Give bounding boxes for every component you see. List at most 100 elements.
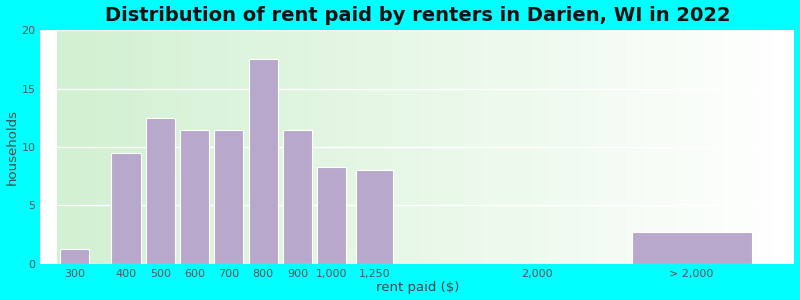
Bar	[40, 194, 794, 197]
Bar	[441, 30, 444, 264]
Bar	[360, 30, 363, 264]
Bar	[40, 130, 794, 132]
Bar	[40, 121, 794, 124]
Bar	[40, 33, 794, 36]
Bar	[79, 30, 83, 264]
Bar	[732, 30, 735, 264]
Bar	[40, 235, 794, 238]
Bar	[319, 30, 322, 264]
Bar	[40, 112, 794, 115]
Bar	[769, 30, 772, 264]
Bar	[603, 30, 606, 264]
Bar	[40, 77, 794, 80]
Bar	[65, 30, 69, 264]
Bar	[201, 30, 205, 264]
Bar	[698, 30, 702, 264]
Bar	[142, 30, 146, 264]
Bar	[40, 179, 794, 182]
Bar	[338, 30, 341, 264]
Bar	[378, 30, 382, 264]
Bar	[40, 127, 794, 130]
X-axis label: rent paid ($): rent paid ($)	[376, 281, 459, 294]
Bar	[194, 30, 198, 264]
Bar	[209, 30, 212, 264]
Bar	[430, 30, 434, 264]
Bar	[308, 30, 312, 264]
Bar	[72, 30, 76, 264]
Bar	[242, 30, 246, 264]
Bar	[102, 30, 106, 264]
Bar	[669, 30, 673, 264]
Bar	[278, 30, 282, 264]
Bar	[341, 30, 345, 264]
Bar	[40, 188, 794, 191]
Bar	[526, 30, 529, 264]
Bar	[632, 232, 751, 264]
Bar	[40, 191, 794, 194]
Bar	[614, 30, 618, 264]
Bar	[40, 150, 794, 153]
Bar	[317, 167, 346, 264]
Bar	[459, 30, 463, 264]
Bar	[179, 30, 182, 264]
Bar	[622, 30, 625, 264]
Bar	[40, 249, 794, 252]
Bar	[301, 30, 304, 264]
Bar	[710, 30, 714, 264]
Bar	[205, 30, 209, 264]
Bar	[448, 30, 452, 264]
Bar	[40, 54, 794, 56]
Bar	[260, 30, 264, 264]
Bar	[271, 30, 275, 264]
Bar	[415, 30, 418, 264]
Bar	[131, 30, 135, 264]
Bar	[691, 30, 695, 264]
Bar	[426, 30, 430, 264]
Bar	[94, 30, 98, 264]
Bar	[787, 30, 790, 264]
Bar	[175, 30, 179, 264]
Bar	[40, 118, 794, 121]
Bar	[40, 258, 794, 261]
Bar	[677, 30, 680, 264]
Bar	[40, 167, 794, 170]
Bar	[40, 165, 794, 167]
Bar	[76, 30, 79, 264]
Bar	[496, 30, 500, 264]
Bar	[117, 30, 120, 264]
Bar	[772, 30, 776, 264]
Bar	[40, 36, 794, 39]
Bar	[87, 30, 90, 264]
Bar	[40, 124, 794, 127]
Bar	[109, 30, 113, 264]
Bar	[717, 30, 721, 264]
Bar	[367, 30, 370, 264]
Bar	[40, 42, 794, 45]
Bar	[739, 30, 743, 264]
Bar	[743, 30, 746, 264]
Bar	[40, 109, 794, 112]
Bar	[40, 115, 794, 118]
Bar	[746, 30, 750, 264]
Title: Distribution of rent paid by renters in Darien, WI in 2022: Distribution of rent paid by renters in …	[105, 6, 730, 25]
Bar	[547, 30, 551, 264]
Bar	[146, 118, 175, 264]
Bar	[566, 30, 570, 264]
Bar	[411, 30, 415, 264]
Bar	[90, 30, 94, 264]
Bar	[673, 30, 677, 264]
Bar	[246, 30, 249, 264]
Bar	[418, 30, 422, 264]
Bar	[40, 45, 794, 48]
Bar	[500, 30, 503, 264]
Bar	[40, 229, 794, 232]
Bar	[606, 30, 610, 264]
Bar	[40, 241, 794, 243]
Bar	[315, 30, 319, 264]
Bar	[326, 30, 330, 264]
Bar	[40, 56, 794, 59]
Bar	[40, 243, 794, 246]
Bar	[599, 30, 603, 264]
Bar	[40, 80, 794, 83]
Bar	[758, 30, 762, 264]
